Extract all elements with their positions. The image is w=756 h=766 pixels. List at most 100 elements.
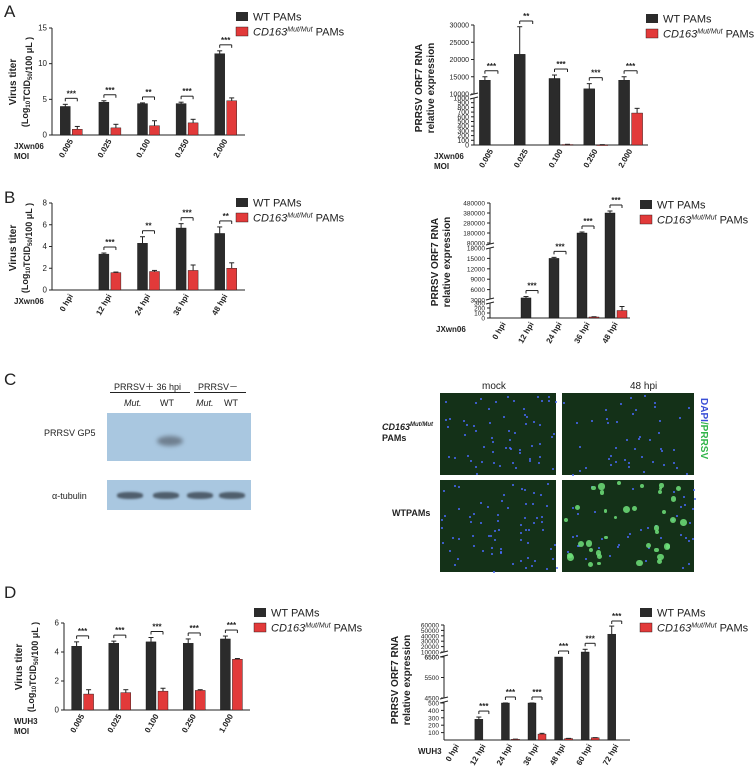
sig-label: *** — [227, 621, 237, 630]
dapi-nucleus — [514, 431, 517, 434]
legend-swatch-mut — [639, 214, 653, 225]
dapi-nucleus — [659, 536, 662, 539]
dapi-nucleus — [597, 546, 600, 549]
blot-lane-3: Mut. — [196, 398, 214, 408]
prrsv-positive-cell — [657, 558, 663, 564]
dapi-nucleus — [691, 508, 694, 510]
y-label-part: (Log — [20, 108, 30, 128]
dapi-nucleus — [680, 505, 683, 508]
dapi-nucleus — [505, 446, 508, 449]
y-tick-label: 4500 — [425, 696, 440, 703]
legend-swatch-wt — [640, 200, 652, 209]
sig-label: *** — [221, 36, 231, 45]
dapi-nucleus — [624, 459, 627, 461]
dapi-nucleus — [576, 513, 579, 515]
bar-wt — [583, 88, 595, 146]
dapi-nucleus — [633, 448, 636, 451]
bar-wt — [71, 646, 82, 711]
micro-mut-48hpi — [562, 393, 694, 476]
dapi-nucleus — [473, 425, 476, 428]
category-label: 0.005 — [477, 147, 495, 169]
dapi-nucleus — [550, 435, 553, 438]
prrsv-positive-cell — [680, 519, 687, 526]
micro-mut-mock — [440, 393, 558, 476]
y-tick-label: 10000 — [450, 92, 470, 99]
dapi-nucleus — [472, 535, 474, 537]
prrsv-positive-cell — [675, 485, 682, 492]
category-label: 0.250 — [582, 147, 600, 169]
tubulin-band-1 — [117, 492, 143, 499]
y-label-part: /100 μL ) — [24, 37, 34, 73]
dapi-nucleus — [532, 522, 535, 525]
y-tick-label: 1000 — [453, 96, 469, 103]
y-tick-label: 15000 — [467, 256, 485, 263]
dapi-nucleus — [520, 524, 523, 526]
bar-wt — [175, 103, 187, 136]
legend-swatch-mut — [645, 28, 659, 39]
category-label: 36 hpi — [521, 743, 540, 766]
micro-row-wt: WTPAMs — [392, 508, 431, 518]
bar-mut — [120, 692, 132, 711]
dapi-nucleus — [585, 467, 587, 470]
y-tick-label: 10 — [38, 59, 47, 68]
sig-label: *** — [105, 86, 115, 95]
bar-mut — [226, 268, 237, 291]
dapi-nucleus — [536, 517, 539, 520]
legend-mut-suffix: PAMs — [717, 623, 749, 635]
micro-row-mut: CD163Mut/Mut PAMs — [382, 420, 433, 444]
chart-D-right: 1002003004005004500550065006500100002000… — [418, 612, 630, 766]
dapi-nucleus — [525, 528, 528, 531]
dapi-nucleus — [491, 552, 494, 555]
dapi-nucleus — [679, 417, 682, 420]
axis-break-mark — [485, 242, 495, 246]
dapi-nucleus — [617, 543, 620, 546]
prrsv-positive-cell — [670, 516, 677, 523]
axis-break-mark — [439, 650, 449, 654]
dapi-nucleus — [615, 446, 617, 449]
sig-label: *** — [611, 196, 621, 205]
category-label: 12 hpi — [94, 293, 113, 318]
legend-mut-suffix: PAMs — [723, 29, 755, 41]
dapi-nucleus — [649, 438, 652, 441]
panel-letter-a: A — [4, 2, 16, 21]
y-label-line2: (Log10TCID50/100 μL ) — [20, 203, 34, 293]
bar-wt — [137, 103, 148, 136]
dapi-nucleus — [628, 462, 631, 465]
row-label: JXwn06 — [14, 142, 44, 151]
blot-header-positive: PRRSV＋ 36 hpi — [114, 382, 182, 392]
stain-label: DAPI/PRRSV — [698, 398, 709, 459]
dapi-nucleus — [447, 455, 450, 458]
dapi-nucleus — [528, 529, 530, 532]
dapi-nucleus — [572, 473, 575, 476]
stain-prrsv: /PRRSV — [698, 421, 709, 460]
y-tick-label: 30000 — [450, 23, 470, 30]
tubulin-band-3 — [187, 492, 213, 499]
category-label: 48 hpi — [210, 293, 229, 318]
dapi-nucleus — [531, 565, 533, 568]
y-label-part: 10 — [32, 685, 38, 692]
blot-lane-2: WT — [160, 398, 174, 408]
y-tick-label: 500 — [428, 701, 439, 708]
y-tick-label: 4 — [43, 242, 48, 251]
dapi-nucleus — [489, 534, 492, 537]
dapi-nucleus — [524, 567, 527, 570]
y-tick-label: 2 — [55, 677, 60, 686]
y-tick-label: 480000 — [463, 201, 485, 208]
y-tick-label: 280000 — [463, 221, 485, 228]
dapi-nucleus — [555, 567, 558, 570]
y-tick-label: 40000 — [421, 633, 439, 640]
prrsv-positive-cell — [622, 505, 630, 513]
y-tick-label: 3000 — [471, 298, 486, 305]
prrsv-positive-cell — [665, 544, 671, 549]
dapi-nucleus — [547, 399, 550, 402]
dapi-nucleus — [442, 490, 445, 493]
dapi-nucleus — [673, 449, 676, 452]
y-tick-label: 400 — [457, 124, 469, 131]
dapi-nucleus — [682, 495, 685, 498]
dapi-nucleus — [658, 432, 661, 434]
sig-label: *** — [67, 89, 77, 98]
dapi-nucleus — [571, 535, 574, 538]
prrsv-positive-cell — [578, 540, 585, 548]
category-label: 0.025 — [96, 137, 114, 159]
